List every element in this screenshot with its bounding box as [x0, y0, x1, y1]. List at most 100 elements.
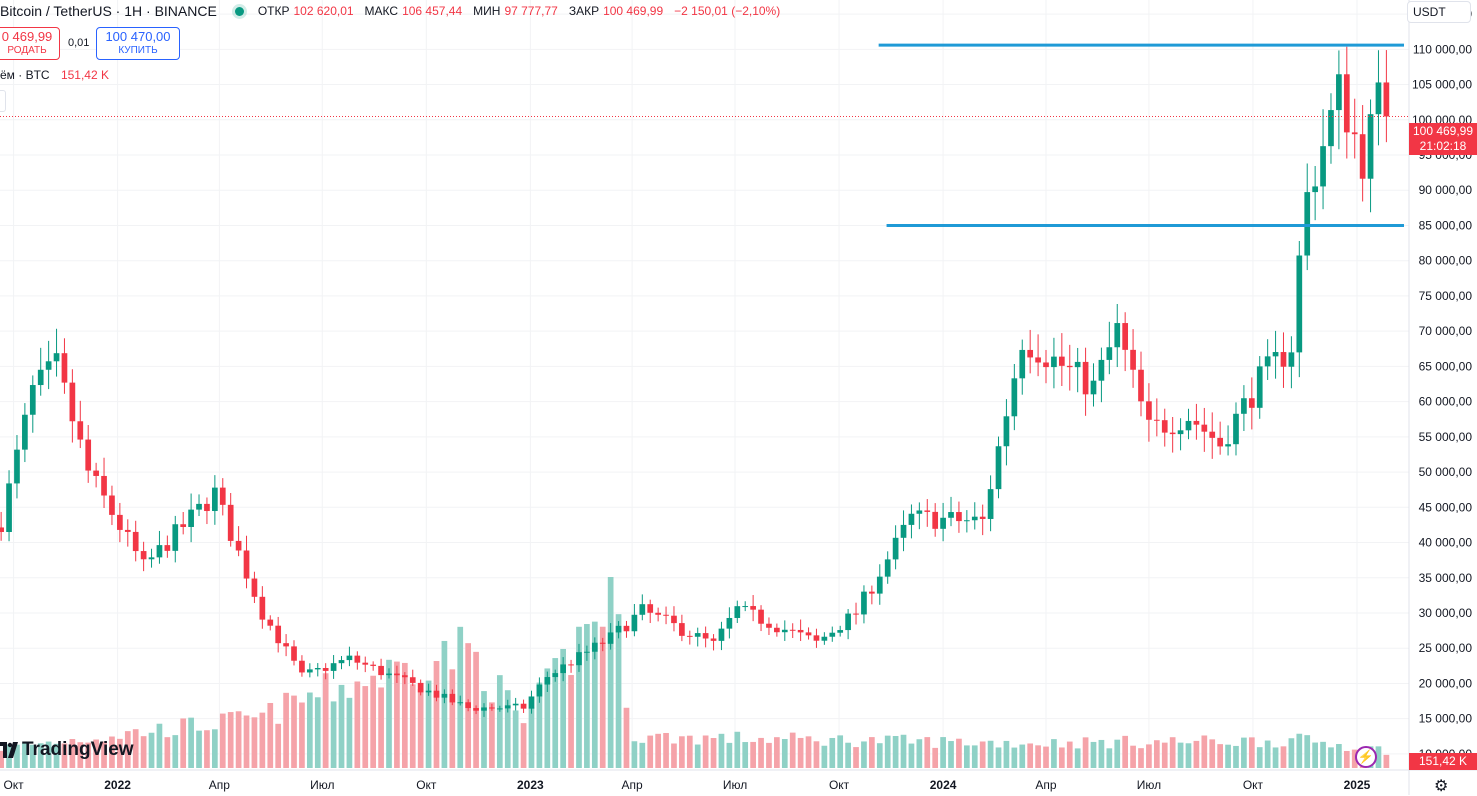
candle-body	[1328, 110, 1334, 147]
volume-bar	[164, 737, 171, 768]
candle-body	[774, 627, 780, 633]
buy-button[interactable]: 100 470,00 КУПИТЬ	[96, 27, 180, 60]
volume-bar	[560, 648, 566, 768]
candle-body	[1051, 356, 1057, 368]
volume-bar	[663, 732, 669, 768]
candle-body	[1138, 369, 1144, 402]
candle-body	[956, 512, 962, 522]
candles	[0, 46, 1390, 717]
sell-price: 0 469,99	[1, 28, 53, 44]
candle-body	[1003, 416, 1010, 447]
volume-bar	[1130, 745, 1136, 768]
price-tick-label: 65 000,00	[1419, 359, 1473, 373]
candle-body	[655, 612, 661, 615]
volume-bar	[1058, 747, 1065, 768]
tradingview-logo[interactable]: TradingView	[0, 739, 134, 761]
volume-bar	[338, 684, 345, 768]
volume-bar	[53, 743, 60, 768]
horizontal-lines[interactable]	[0, 43, 1409, 227]
volume-bar	[702, 735, 709, 768]
volume-bar	[552, 658, 559, 768]
volume-bar	[1241, 737, 1247, 768]
candle-body	[322, 668, 329, 671]
price-tick-label: 70 000,00	[1419, 324, 1473, 338]
candle-body	[1035, 357, 1041, 363]
volume-bar	[481, 691, 487, 768]
price-tick-label: 15 000,00	[1419, 712, 1473, 726]
candle-body	[987, 489, 994, 519]
market-status-icon	[234, 6, 244, 16]
volume-bar	[1185, 743, 1192, 768]
time-tick-label: Окт	[3, 778, 24, 792]
candle-body	[267, 619, 274, 626]
volume-bar	[219, 713, 226, 768]
grid	[0, 0, 1409, 768]
candle-body	[1177, 430, 1184, 435]
volume-bar	[354, 681, 361, 768]
volume-bar	[789, 732, 796, 768]
volume-bar	[528, 707, 535, 768]
candle-body	[85, 439, 92, 471]
candle-body	[1011, 378, 1018, 417]
sell-button[interactable]: 0 469,99 РОДАТЬ	[0, 27, 60, 60]
candle-body	[679, 623, 685, 636]
volume-bar	[1153, 740, 1160, 768]
candle-body	[172, 524, 179, 551]
candle-body	[93, 470, 99, 476]
volume-bar	[1027, 743, 1034, 768]
volume-bar	[876, 743, 883, 768]
volume-bar	[1106, 748, 1113, 768]
candle-body	[425, 690, 432, 693]
candle-body	[473, 708, 479, 711]
volume-legend: ём · BTC 151,42 K	[0, 68, 109, 82]
time-tick-label: Апр	[622, 778, 644, 792]
volume-bar	[449, 669, 456, 768]
candle-body	[576, 652, 582, 666]
candle-body	[686, 635, 693, 637]
price-tick-label: 50 000,00	[1419, 465, 1473, 479]
volume-last-tag: 151,42 K	[1409, 753, 1477, 770]
volume-bar	[576, 626, 582, 768]
candle-body	[180, 524, 187, 527]
candle-body	[718, 628, 725, 641]
volume-bar	[188, 717, 194, 768]
currency-selector[interactable]: USDT	[1407, 1, 1471, 23]
price-tick-label: 30 000,00	[1419, 606, 1473, 620]
candle-body	[837, 630, 844, 633]
candle-body	[449, 693, 456, 703]
volume-bar	[512, 710, 519, 768]
candle-body	[394, 673, 400, 676]
volume-bar	[1161, 742, 1168, 768]
volume-bar	[251, 717, 258, 768]
candle-body	[512, 703, 519, 706]
candle-body	[861, 591, 867, 615]
price-tick-label: 105 000,00	[1412, 78, 1472, 92]
candle-body	[22, 414, 28, 450]
candle-body	[742, 606, 749, 608]
volume-bar	[1051, 739, 1057, 768]
legend-collapse-button[interactable]	[0, 90, 6, 112]
candle-body	[568, 664, 574, 666]
candle-body	[306, 669, 313, 673]
candle-body	[766, 623, 772, 628]
spread-value: 0,01	[68, 37, 90, 49]
candle-body	[1336, 74, 1342, 111]
candle-body	[489, 707, 495, 709]
candle-body	[797, 629, 804, 633]
volume-bar	[22, 742, 28, 768]
candle-body	[196, 503, 202, 510]
volume-bar	[322, 673, 329, 768]
ohlc-low-label: МИН	[473, 4, 501, 18]
candle-body	[591, 642, 598, 652]
volume-bar	[314, 697, 321, 768]
candle-body	[243, 550, 250, 579]
ohlc-high-label: МАКС	[364, 4, 399, 18]
candle-body	[1185, 420, 1192, 431]
lightning-icon[interactable]: ⚡	[1355, 746, 1377, 768]
time-tick-label: Окт	[829, 778, 850, 792]
settings-icon[interactable]: ⚙	[1434, 778, 1449, 795]
symbol-title[interactable]: Bitcoin / TetherUS · 1H · BINANCE	[0, 3, 217, 19]
price-tick-label: 110 000,00	[1413, 42, 1472, 56]
volume-bar	[987, 740, 994, 768]
